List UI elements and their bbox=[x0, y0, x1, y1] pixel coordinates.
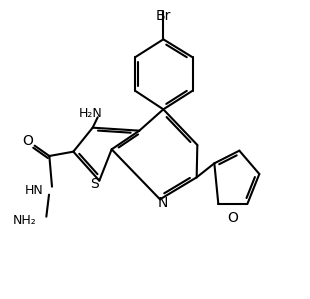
Text: H₂N: H₂N bbox=[79, 107, 103, 120]
Text: Br: Br bbox=[156, 9, 171, 23]
Text: NH₂: NH₂ bbox=[13, 214, 36, 227]
Text: O: O bbox=[22, 134, 33, 148]
Text: S: S bbox=[90, 177, 99, 191]
Text: N: N bbox=[158, 196, 168, 210]
Text: HN: HN bbox=[25, 184, 44, 197]
Text: O: O bbox=[227, 211, 238, 225]
